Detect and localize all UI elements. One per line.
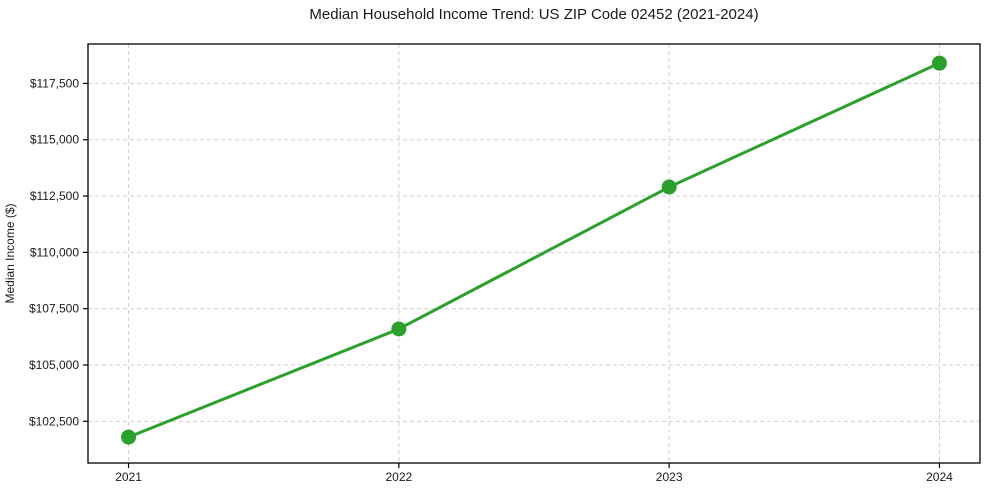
data-point-2024	[931, 55, 947, 71]
grid-layer	[88, 44, 980, 463]
y-tick-label: $110,000	[30, 245, 79, 259]
y-tick-label: $115,000	[30, 133, 79, 147]
y-tick-label: $105,000	[29, 358, 79, 372]
data-point-2022	[391, 321, 407, 337]
x-tick-label: 2023	[656, 470, 683, 484]
y-axis-label: Median Income ($)	[3, 203, 17, 303]
data-point-2021	[121, 429, 137, 445]
x-tick-label: 2021	[115, 470, 142, 484]
y-tick-label: $112,500	[30, 189, 79, 203]
y-tick-label: $102,500	[29, 414, 79, 428]
axis-layer: 2021 2022 2023 2024 $102,500 $105,000 $107,500…	[29, 43, 981, 484]
chart-title: Median Household Income Trend: US ZIP Co…	[309, 6, 759, 23]
plot-border	[87, 43, 981, 464]
x-tick-label: 2022	[385, 470, 412, 484]
data-point-2023	[661, 179, 677, 195]
x-tick-label: 2024	[926, 470, 953, 484]
y-tick-label: $117,500	[30, 76, 79, 90]
y-tick-label: $107,500	[29, 302, 79, 316]
trend-line	[127, 61, 941, 439]
series-layer	[121, 55, 947, 445]
